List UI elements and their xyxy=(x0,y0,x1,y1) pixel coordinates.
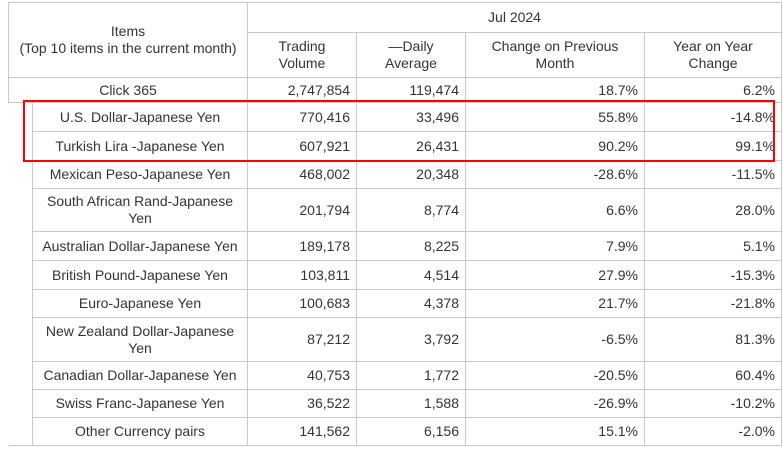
cell-mom-change: -20.5% xyxy=(465,361,645,390)
cell-daily-average: 8,225 xyxy=(356,231,466,261)
cell-mom-change: 55.8% xyxy=(465,102,645,132)
table-row: U.S. Dollar-Japanese Yen 770,416 33,496 … xyxy=(8,102,782,446)
cell-volume: 87,212 xyxy=(247,317,357,362)
cell-daily-average: 4,514 xyxy=(356,260,466,290)
cell-mom-change: -26.9% xyxy=(465,389,645,418)
cell-volume: 468,002 xyxy=(247,160,357,189)
cell-yoy-change: -11.5% xyxy=(644,160,782,189)
cell-volume: 2,747,854 xyxy=(247,77,357,103)
row-name: Other Currency pairs xyxy=(32,417,248,446)
row-name: Australian Dollar-Japanese Yen xyxy=(32,231,248,261)
cell-volume: 201,794 xyxy=(247,188,357,232)
cell-yoy-change: 6.2% xyxy=(644,77,782,103)
trading-volume-table: Items (Top 10 items in the current month… xyxy=(8,2,782,446)
table-row: Other Currency pairs 141,562 6,156 15.1%… xyxy=(9,417,782,446)
cell-daily-average: 26,431 xyxy=(356,131,466,161)
table-row: South African Rand-Japanese Yen 201,794 … xyxy=(9,188,782,232)
cell-daily-average: 119,474 xyxy=(356,77,466,103)
row-name: Click 365 xyxy=(8,77,248,103)
table-row: British Pound-Japanese Yen 103,811 4,514… xyxy=(9,260,782,290)
cell-volume: 607,921 xyxy=(247,131,357,161)
cell-volume: 103,811 xyxy=(247,260,357,290)
row-name: Euro-Japanese Yen xyxy=(32,289,248,318)
cell-daily-average: 1,588 xyxy=(356,389,466,418)
table-row: Euro-Japanese Yen 100,683 4,378 21.7% -2… xyxy=(9,289,782,318)
col-header-trading-volume: Trading Volume xyxy=(247,32,357,78)
table-row-total: Click 365 2,747,854 119,474 18.7% 6.2% xyxy=(8,77,782,103)
cell-yoy-change: -10.2% xyxy=(644,389,782,418)
cell-daily-average: 3,792 xyxy=(356,317,466,362)
items-header: Items (Top 10 items in the current month… xyxy=(8,2,248,78)
cell-mom-change: -28.6% xyxy=(465,160,645,189)
row-name: Turkish Lira -Japanese Yen xyxy=(32,131,248,161)
cell-mom-change: 6.6% xyxy=(465,188,645,232)
col-header-year-on-year: Year on Year Change xyxy=(644,32,782,78)
cell-yoy-change: -15.3% xyxy=(644,260,782,290)
cell-volume: 189,178 xyxy=(247,231,357,261)
cell-yoy-change: 60.4% xyxy=(644,361,782,390)
cell-mom-change: 90.2% xyxy=(465,131,645,161)
cell-yoy-change: 5.1% xyxy=(644,231,782,261)
table-row: Australian Dollar-Japanese Yen 189,178 8… xyxy=(9,231,782,261)
period-header: Jul 2024 xyxy=(247,2,782,33)
row-name: New Zealand Dollar-Japanese Yen xyxy=(32,317,248,362)
items-header-title: Items xyxy=(110,23,146,39)
cell-mom-change: 18.7% xyxy=(465,77,645,103)
cell-mom-change: 15.1% xyxy=(465,417,645,446)
cell-mom-change: 7.9% xyxy=(465,231,645,261)
row-name: Mexican Peso-Japanese Yen xyxy=(32,160,248,189)
row-name: Swiss Franc-Japanese Yen xyxy=(32,389,248,418)
items-header-subtitle: (Top 10 items in the current month) xyxy=(19,40,237,56)
cell-yoy-change: -2.0% xyxy=(644,417,782,446)
cell-volume: 100,683 xyxy=(247,289,357,318)
cell-volume: 141,562 xyxy=(247,417,357,446)
cell-volume: 770,416 xyxy=(247,102,357,132)
cell-daily-average: 20,348 xyxy=(356,160,466,189)
table-row: Turkish Lira -Japanese Yen 607,921 26,43… xyxy=(9,131,782,161)
cell-yoy-change: 28.0% xyxy=(644,188,782,232)
row-name: Canadian Dollar-Japanese Yen xyxy=(32,361,248,390)
col-header-change-previous-month: Change on Previous Month xyxy=(465,32,645,78)
indent-spacer xyxy=(8,102,33,446)
cell-volume: 40,753 xyxy=(247,361,357,390)
cell-daily-average: 1,772 xyxy=(356,361,466,390)
cell-yoy-change: 81.3% xyxy=(644,317,782,362)
table-row: Canadian Dollar-Japanese Yen 40,753 1,77… xyxy=(9,361,782,390)
row-name: South African Rand-Japanese Yen xyxy=(32,188,248,232)
cell-mom-change: -6.5% xyxy=(465,317,645,362)
table-row: Mexican Peso-Japanese Yen 468,002 20,348… xyxy=(9,160,782,189)
cell-yoy-change: -21.8% xyxy=(644,289,782,318)
cell-volume: 36,522 xyxy=(247,389,357,418)
table-row: Swiss Franc-Japanese Yen 36,522 1,588 -2… xyxy=(9,389,782,418)
cell-daily-average: 6,156 xyxy=(356,417,466,446)
row-name: British Pound-Japanese Yen xyxy=(32,260,248,290)
cell-daily-average: 33,496 xyxy=(356,102,466,132)
col-header-daily-average: —Daily Average xyxy=(356,32,466,78)
cell-mom-change: 21.7% xyxy=(465,289,645,318)
cell-daily-average: 4,378 xyxy=(356,289,466,318)
cell-daily-average: 8,774 xyxy=(356,188,466,232)
cell-yoy-change: -14.8% xyxy=(644,102,782,132)
table-row: New Zealand Dollar-Japanese Yen 87,212 3… xyxy=(9,317,782,362)
cell-yoy-change: 99.1% xyxy=(644,131,782,161)
cell-mom-change: 27.9% xyxy=(465,260,645,290)
row-name: U.S. Dollar-Japanese Yen xyxy=(32,102,248,132)
